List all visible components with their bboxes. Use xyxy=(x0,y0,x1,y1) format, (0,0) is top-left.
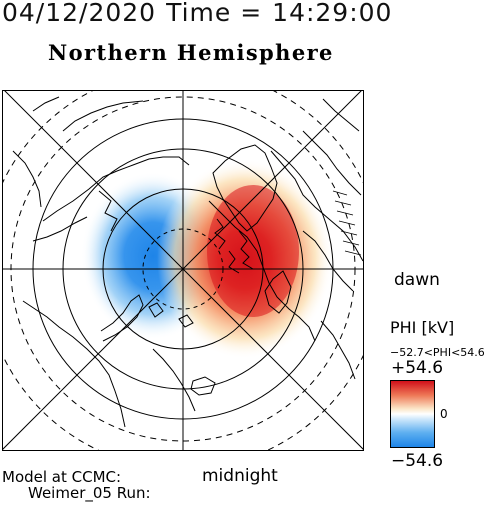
colorbar-title: PHI [kV] xyxy=(390,318,455,337)
date-text: 04/12/2020 xyxy=(2,0,157,27)
midnight-label: midnight xyxy=(202,466,278,486)
model-line-2: Weimer_05 Run: xyxy=(28,484,151,502)
polar-map-svg xyxy=(3,91,363,450)
coastlines xyxy=(12,96,363,428)
colorbar-zero-label: 0 xyxy=(440,407,448,421)
colorbar-range: −52.7<PHI<54.6 xyxy=(390,346,484,359)
positive-cell-core xyxy=(207,185,299,317)
time-text: 14:29:00 xyxy=(272,0,393,27)
time-label: Time = xyxy=(166,0,263,27)
colorbar-min-label: −54.6 xyxy=(391,451,444,471)
meridian-diag-2 xyxy=(3,91,362,450)
date-time-header: 04/12/2020 Time = 14:29:00 xyxy=(2,0,402,27)
coast-detail-right xyxy=(332,190,362,256)
colorbar-max-label: +54.6 xyxy=(391,358,444,378)
model-line-1: Model at CCMC: xyxy=(2,468,122,486)
polar-map xyxy=(2,90,364,451)
hemisphere-title: Northern Hemisphere xyxy=(48,40,334,65)
colorbar xyxy=(390,380,435,448)
dawn-label: dawn xyxy=(394,270,440,290)
